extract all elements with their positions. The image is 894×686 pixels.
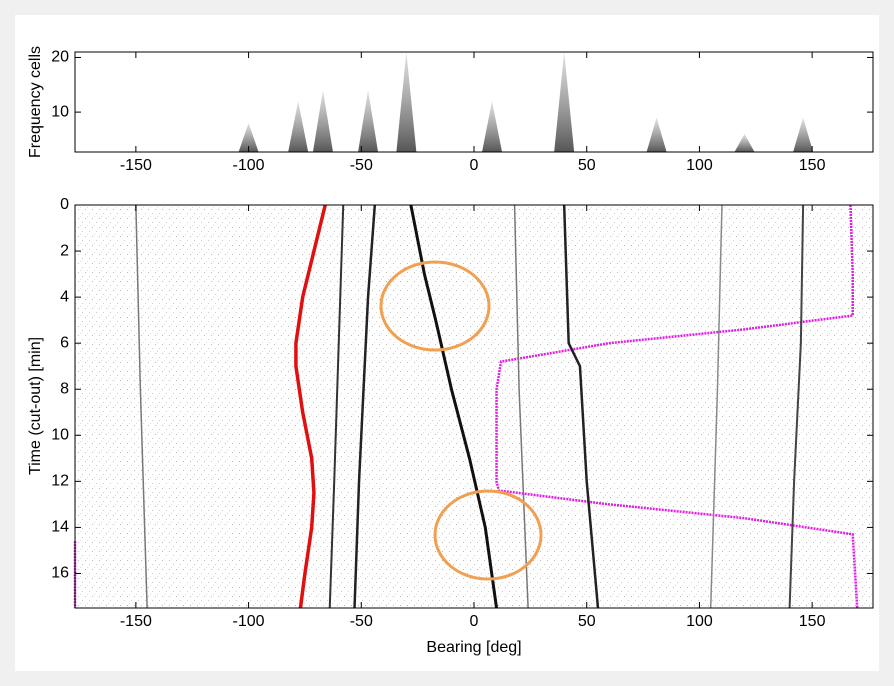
noise-background	[75, 205, 873, 608]
track-line	[788, 204, 805, 609]
highlight-circle	[379, 260, 491, 352]
spectral-peak	[358, 90, 379, 152]
track-line	[709, 204, 723, 609]
track-line	[328, 204, 345, 609]
x-tick-label: 0	[470, 613, 479, 630]
track-line	[513, 204, 529, 609]
y-tick-label: 12	[51, 473, 69, 490]
x-tick-label: 150	[799, 613, 826, 630]
spectral-peak	[554, 52, 575, 152]
x-tick-label: 100	[686, 613, 713, 630]
y-tick-label: 4	[60, 288, 69, 305]
spectral-peak	[238, 123, 259, 152]
x-tick-label: -100	[233, 613, 265, 630]
spectral-peak	[793, 117, 814, 152]
x-tick-label: -50	[350, 613, 373, 630]
y-axis-label: Time (cut-out) [min]	[27, 337, 44, 475]
plot-area	[75, 52, 873, 152]
spectral-peak	[396, 52, 417, 152]
x-tick-label: -150	[120, 157, 152, 174]
y-tick-label: 20	[51, 49, 69, 66]
y-tick-label: 2	[60, 242, 69, 259]
spectral-peak	[288, 101, 309, 152]
track-line	[294, 204, 327, 609]
x-tick-label: 0	[470, 157, 479, 174]
highlight-circle	[433, 489, 543, 581]
x-tick-label: 150	[799, 157, 826, 174]
y-tick-label: 0	[60, 196, 69, 213]
x-tick-label: -150	[120, 613, 152, 630]
track-line	[353, 204, 377, 609]
plot: -150 -100 -50 0 50 100 150 0 2 4 6 8 10 12 14 16	[51, 196, 874, 630]
x-tick-label: -50	[350, 157, 373, 174]
y-tick-label: 8	[60, 380, 69, 397]
y-axis-label: Frequency cells	[27, 46, 44, 158]
track-line	[135, 204, 148, 609]
track-line	[409, 204, 499, 609]
y-tick-label: 14	[51, 519, 69, 536]
spectral-peak	[646, 117, 667, 152]
x-axis-label: Bearing [deg]	[426, 639, 521, 656]
x-tick-label: -100	[233, 157, 265, 174]
spectral-peak	[482, 101, 503, 152]
spectral-peak	[312, 90, 333, 152]
y-tick-label: 16	[51, 565, 69, 582]
track-line	[562, 204, 600, 609]
y-tick-label: 10	[51, 427, 69, 444]
plot: -150 -100 -50 0 50 100 150 10 20	[51, 49, 874, 174]
y-tick-label: 10	[51, 103, 69, 120]
x-tick-label: 50	[578, 157, 596, 174]
x-tick-label: 50	[578, 613, 596, 630]
x-tick-label: 100	[686, 157, 713, 174]
spectral-peak	[734, 133, 755, 152]
y-tick-label: 6	[60, 334, 69, 351]
